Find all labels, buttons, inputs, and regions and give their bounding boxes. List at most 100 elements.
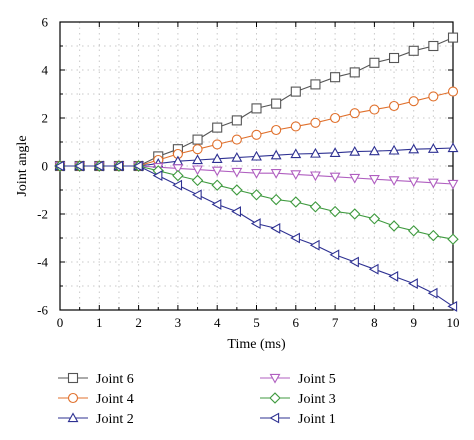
x-tick-label: 8 [371,315,378,330]
data-point-joint-4 [447,86,459,97]
data-point-joint-5 [231,167,243,178]
data-point-joint-1 [250,218,261,230]
series-joint-3 [54,160,459,245]
legend-item-joint-1: Joint 1 [260,412,336,427]
data-point-joint-5 [211,166,223,177]
data-point-joint-3 [270,193,282,206]
x-tick-label: 5 [253,315,260,330]
data-point-joint-4 [408,96,419,107]
x-tick-label: 1 [96,315,103,330]
data-point-joint-3 [368,213,381,225]
data-point-joint-5 [310,171,321,182]
data-point-joint-5 [427,178,439,189]
data-point-joint-3 [349,208,361,220]
x-axis-label: Time (ms) [227,337,286,352]
data-point-joint-5 [408,177,420,188]
data-point-joint-5 [172,164,184,175]
data-point-joint-2 [251,150,262,161]
data-point-joint-4 [369,104,380,115]
data-point-joint-5 [368,175,380,185]
data-point-joint-4 [349,108,360,119]
data-point-joint-3 [388,220,400,232]
x-tick-label: 2 [135,315,142,330]
data-point-joint-1 [388,270,399,282]
x-tick-label: 0 [57,315,64,330]
data-point-joint-1 [349,256,359,268]
data-point-joint-3 [290,196,302,208]
data-point-joint-5 [447,179,459,190]
data-point-joint-2 [192,154,203,165]
x-tick-label: 6 [293,315,300,330]
y-axis: 6 4 2 0 -2 -4 -6 [37,15,453,318]
x-tick-label: 4 [214,315,221,330]
data-point-joint-4 [251,129,262,140]
x-tick-label: 10 [447,315,460,330]
data-point-joint-1 [309,239,320,251]
x-axis: 0 1 2 3 4 5 6 7 8 9 10 [57,22,460,330]
x-tick-label: 7 [332,315,339,330]
data-point-joint-1 [54,160,65,172]
data-point-joint-3 [427,229,440,242]
legend-label-joint-1: Joint 1 [298,412,336,427]
y-tick-label: -4 [37,255,48,270]
data-point-joint-1 [74,160,84,172]
legend-label-joint-6: Joint 6 [96,372,134,387]
data-point-joint-2 [231,151,243,162]
data-point-joint-1 [290,232,300,244]
legend-item-joint-4: Joint 4 [58,392,134,407]
data-point-joint-1 [329,249,340,261]
data-point-joint-6 [408,45,419,56]
y-tick-label: 4 [42,63,49,78]
data-point-joint-1 [191,189,202,201]
legend-item-joint-5: Joint 5 [260,372,336,387]
data-point-joint-5 [349,173,361,184]
legend-marker-joint-6 [67,372,79,384]
data-point-joint-1 [172,179,183,191]
data-point-joint-2 [349,145,361,156]
data-point-joint-1 [270,222,281,234]
data-point-joint-1 [408,278,418,290]
data-point-joint-3 [172,169,184,182]
y-tick-label: -6 [37,303,48,318]
legend-marker-joint-1 [269,412,280,424]
data-point-joint-6 [330,72,341,83]
legend-label-joint-5: Joint 5 [298,372,336,387]
y-tick-label: -2 [37,207,48,222]
y-tick-label: 0 [42,159,49,174]
data-point-joint-4 [388,100,400,112]
legend-marker-joint-4 [67,392,79,404]
data-point-joint-2 [270,149,282,160]
data-point-joint-2 [329,147,341,157]
data-point-joint-6 [251,103,262,114]
data-point-joint-6 [369,57,380,68]
data-point-joint-6 [388,52,400,64]
legend-item-joint-6: Joint 6 [58,372,134,387]
data-point-joint-6 [428,40,439,52]
data-point-joint-1 [231,206,241,218]
series-joint-1 [54,160,458,312]
data-point-joint-2 [447,142,459,153]
legend-marker-joint-3 [269,392,281,404]
y-axis-label: Joint angle [15,135,30,196]
data-point-joint-2 [211,153,223,163]
data-point-joint-1 [152,170,163,182]
data-point-joint-1 [93,160,104,172]
data-point-joint-6 [447,32,459,43]
data-point-joint-3 [191,174,204,187]
data-point-joint-3 [447,233,459,245]
legend-marker-joint-2 [67,412,79,423]
data-point-joint-2 [427,143,439,153]
y-tick-label: 6 [42,15,49,30]
data-point-joint-1 [447,300,458,312]
data-point-joint-5 [329,172,341,183]
data-point-joint-2 [310,147,321,158]
data-point-joint-6 [349,67,360,78]
legend-item-joint-2: Joint 2 [58,412,134,427]
data-point-joint-6 [212,122,223,133]
legend-label-joint-2: Joint 2 [96,412,134,427]
data-point-joint-1 [427,287,438,299]
data-point-joint-5 [270,169,282,179]
legend-label-joint-4: Joint 4 [96,392,134,407]
data-point-joint-6 [290,86,301,97]
